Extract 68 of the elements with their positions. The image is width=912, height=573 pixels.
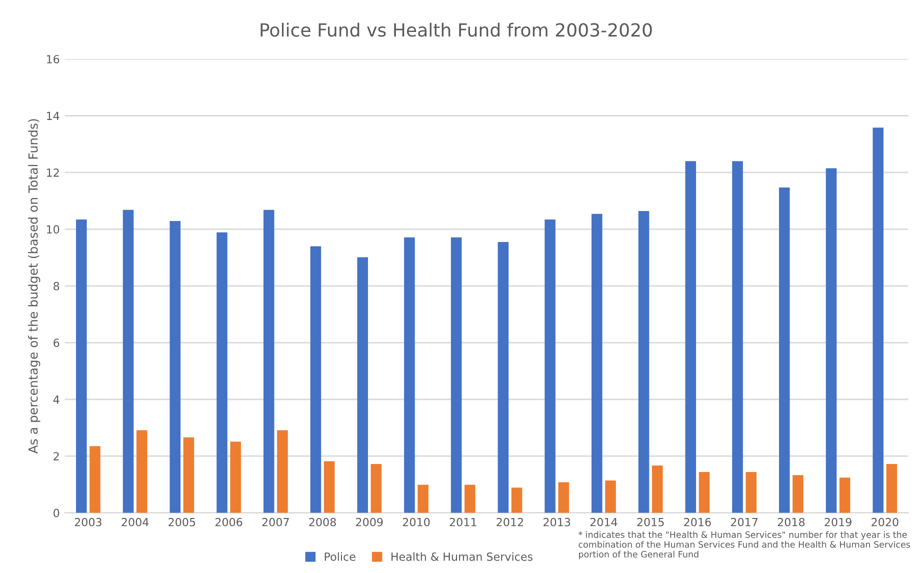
bar <box>277 430 288 513</box>
x-tick-label: 2014 <box>590 518 618 526</box>
x-tick-label: 2020 <box>872 518 898 526</box>
bar <box>792 475 804 513</box>
y-tick-label: 8 <box>54 282 60 290</box>
y-tick-label: 2 <box>54 452 59 460</box>
bar <box>122 210 134 513</box>
y-tick-label: 16 <box>46 54 60 64</box>
bar <box>324 461 335 513</box>
x-tick-label: 2004 <box>122 518 149 526</box>
bar <box>511 488 522 513</box>
x-tick-label: 2018 <box>778 518 805 526</box>
bar <box>90 446 100 513</box>
bar <box>592 214 602 513</box>
bar <box>605 480 616 513</box>
bar <box>872 128 884 513</box>
bar <box>685 161 696 513</box>
y-tick-label: 4 <box>53 396 60 404</box>
x-tick-label: 2009 <box>356 518 383 526</box>
y-tick-label: 10 <box>46 225 60 234</box>
bar <box>263 210 274 513</box>
bar <box>76 220 87 513</box>
x-tick-label: 2003 <box>74 518 102 526</box>
x-tick-label: 2015 <box>637 518 664 526</box>
chart-title: Police Fund vs Health Fund from 2003-2020 <box>260 22 652 37</box>
bar <box>558 482 570 513</box>
bar <box>418 484 428 513</box>
x-tick-label: 2010 <box>402 518 430 526</box>
legend-label: Health & Human Services <box>391 552 533 561</box>
x-tick-label: 2008 <box>309 518 336 526</box>
bar <box>826 168 837 513</box>
bar <box>839 478 850 513</box>
bar <box>216 232 228 513</box>
x-tick-label: 2016 <box>684 518 711 526</box>
legend-label: Police <box>324 552 356 561</box>
bar <box>746 472 757 513</box>
x-tick-label: 2005 <box>168 518 196 526</box>
bar <box>652 465 663 513</box>
bar <box>464 484 476 513</box>
bar <box>404 237 415 513</box>
bar <box>544 220 556 513</box>
x-tick-label: 2017 <box>730 518 758 526</box>
x-tick-label: 2013 <box>544 518 570 526</box>
bar <box>450 237 462 513</box>
y-axis-title: As a percentage of the budget (based on Total Funds) <box>28 119 40 454</box>
bar <box>886 464 898 513</box>
y-tick-label: 6 <box>54 338 60 348</box>
bar <box>183 437 194 513</box>
bar <box>698 472 710 513</box>
y-tick-label: 12 <box>46 168 59 177</box>
y-tick-label: 0 <box>54 508 60 518</box>
bar <box>370 464 382 513</box>
text: * indicates that the "Health & Human Services" number for that year is the combination of the Human Services Fund and the Health & Human Services portion of the General Fund <box>578 531 910 560</box>
bar <box>310 246 322 513</box>
bar <box>230 442 241 513</box>
bar <box>498 242 509 513</box>
bar <box>732 161 743 513</box>
y-tick-label: 14 <box>46 112 60 120</box>
x-tick-label: 2019 <box>824 518 852 526</box>
bar <box>638 211 650 513</box>
x-tick-label: 2007 <box>262 518 289 526</box>
bar <box>136 430 148 513</box>
bar <box>170 220 181 513</box>
x-tick-label: 2011 <box>450 518 476 526</box>
bar <box>779 188 790 513</box>
x-tick-label: 2012 <box>496 518 524 526</box>
bar <box>357 257 368 513</box>
x-tick-label: 2006 <box>215 518 242 526</box>
